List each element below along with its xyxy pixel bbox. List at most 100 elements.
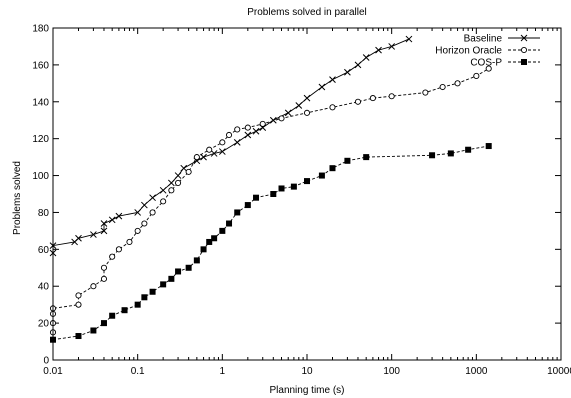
data-point bbox=[253, 194, 260, 201]
y-tick-label: 180 bbox=[32, 24, 49, 35]
data-point bbox=[211, 235, 218, 242]
data-point bbox=[185, 168, 192, 175]
data-point bbox=[100, 227, 108, 235]
data-point bbox=[304, 178, 310, 185]
y-tick-label: 80 bbox=[38, 208, 50, 219]
data-point bbox=[75, 333, 82, 340]
chart-title: Problems solved in parallel bbox=[247, 7, 367, 18]
data-point bbox=[174, 172, 182, 179]
legend-item: Horizon Oracle bbox=[435, 46, 540, 57]
data-point bbox=[233, 139, 241, 146]
data-point bbox=[485, 143, 492, 150]
data-point bbox=[473, 72, 480, 80]
data-point bbox=[278, 185, 285, 192]
legend-item: COS-P bbox=[470, 58, 540, 69]
data-point bbox=[269, 116, 277, 124]
data-point bbox=[180, 164, 188, 172]
data-point bbox=[234, 126, 241, 133]
data-point bbox=[447, 150, 454, 157]
x-tick-label: 0.01 bbox=[43, 366, 63, 377]
data-point bbox=[369, 95, 376, 102]
data-point bbox=[200, 153, 207, 161]
series-layer bbox=[49, 35, 492, 343]
data-point bbox=[329, 76, 336, 83]
data-point bbox=[234, 209, 241, 216]
data-point bbox=[520, 46, 528, 54]
data-point bbox=[318, 172, 325, 179]
data-point bbox=[388, 43, 396, 50]
data-point bbox=[134, 209, 142, 216]
data-point bbox=[75, 301, 82, 308]
data-point bbox=[375, 46, 382, 54]
data-point bbox=[115, 246, 122, 253]
plot-frame bbox=[52, 27, 562, 361]
data-point bbox=[168, 275, 175, 282]
series-horizon-oracle bbox=[49, 65, 492, 336]
data-point bbox=[295, 102, 303, 109]
series-line bbox=[52, 145, 489, 341]
data-point bbox=[284, 109, 292, 117]
data-point bbox=[485, 65, 492, 72]
y-tick-label: 60 bbox=[38, 245, 50, 256]
data-point bbox=[521, 59, 527, 65]
x-tick-label: 1000 bbox=[465, 366, 488, 377]
data-point bbox=[244, 202, 251, 209]
y-tick-label: 100 bbox=[32, 171, 49, 182]
data-point bbox=[244, 124, 251, 131]
data-point bbox=[141, 220, 148, 227]
data-point bbox=[218, 148, 226, 155]
y-axis-label: Problems solved bbox=[12, 161, 23, 235]
data-point bbox=[219, 139, 226, 146]
data-point bbox=[160, 198, 167, 205]
data-point bbox=[126, 238, 133, 246]
x-axis-label: Planning time (s) bbox=[269, 385, 344, 396]
data-point bbox=[168, 179, 175, 187]
data-point bbox=[252, 127, 260, 135]
data-point bbox=[303, 94, 311, 102]
data-point bbox=[121, 307, 128, 314]
data-point bbox=[329, 165, 336, 172]
y-tick-label: 0 bbox=[43, 356, 49, 367]
data-point bbox=[206, 146, 213, 153]
legend-label: Baseline bbox=[464, 34, 503, 45]
data-point bbox=[90, 231, 97, 238]
data-point bbox=[149, 288, 156, 295]
data-point bbox=[429, 152, 436, 159]
data-point bbox=[439, 83, 446, 91]
data-point bbox=[344, 157, 351, 164]
legend-label: COS-P bbox=[470, 58, 502, 69]
data-point bbox=[90, 327, 97, 334]
data-point bbox=[149, 209, 156, 216]
data-point bbox=[219, 227, 226, 234]
y-tick-label: 40 bbox=[38, 282, 50, 293]
data-point bbox=[100, 320, 107, 327]
data-point bbox=[141, 294, 148, 301]
x-tick-label: 1 bbox=[220, 366, 226, 377]
data-point bbox=[90, 283, 97, 290]
series-baseline bbox=[49, 35, 413, 257]
data-point bbox=[270, 191, 277, 197]
series-cos-p bbox=[50, 143, 492, 343]
data-point bbox=[134, 301, 141, 308]
legend-label: Horizon Oracle bbox=[435, 46, 502, 57]
data-point bbox=[259, 120, 266, 127]
data-point bbox=[75, 234, 82, 242]
x-tick-label: 100 bbox=[383, 366, 400, 377]
y-tick-label: 140 bbox=[32, 97, 49, 108]
data-point bbox=[200, 246, 207, 253]
data-point bbox=[193, 154, 200, 161]
data-point bbox=[329, 104, 336, 111]
data-point bbox=[465, 146, 472, 153]
y-tick-label: 20 bbox=[38, 319, 50, 330]
data-point bbox=[109, 253, 116, 260]
data-point bbox=[168, 187, 175, 194]
data-point bbox=[175, 268, 182, 275]
y-tick-label: 160 bbox=[32, 60, 49, 71]
data-point bbox=[244, 131, 252, 139]
data-point bbox=[193, 257, 200, 264]
data-point bbox=[290, 183, 297, 190]
